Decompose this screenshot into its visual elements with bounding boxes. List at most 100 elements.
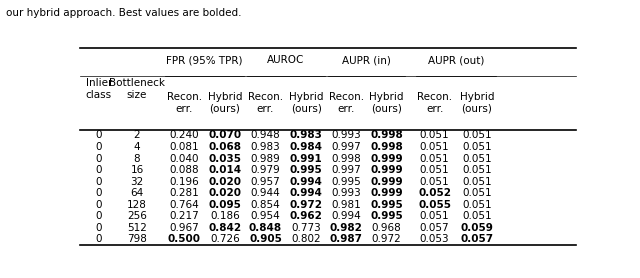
Text: 0.057: 0.057	[420, 223, 449, 233]
Text: 0.051: 0.051	[462, 188, 492, 198]
Text: 4: 4	[134, 142, 140, 152]
Text: 0.051: 0.051	[420, 165, 449, 175]
Text: 0.987: 0.987	[330, 235, 363, 244]
Text: 0.088: 0.088	[170, 165, 199, 175]
Text: 0.995: 0.995	[290, 165, 323, 175]
Text: 32: 32	[131, 177, 143, 187]
Text: 0.020: 0.020	[209, 177, 241, 187]
Text: 0: 0	[95, 188, 102, 198]
Text: 0.051: 0.051	[420, 211, 449, 221]
Text: FPR (95% TPR): FPR (95% TPR)	[166, 55, 243, 65]
Text: 0.051: 0.051	[462, 142, 492, 152]
Text: 0.773: 0.773	[291, 223, 321, 233]
Text: 0.051: 0.051	[462, 165, 492, 175]
Text: 0.993: 0.993	[332, 130, 361, 140]
Text: 0.995: 0.995	[370, 200, 403, 210]
Text: 0.998: 0.998	[370, 130, 403, 140]
Text: 0.998: 0.998	[332, 153, 361, 163]
Text: Bottleneck
size: Bottleneck size	[109, 78, 165, 100]
Text: 0.057: 0.057	[460, 235, 493, 244]
Text: 0: 0	[95, 235, 102, 244]
Text: 0.997: 0.997	[332, 142, 361, 152]
Text: 0.983: 0.983	[290, 130, 323, 140]
Text: 0.217: 0.217	[170, 211, 199, 221]
Text: 0.500: 0.500	[168, 235, 201, 244]
Text: 0.081: 0.081	[170, 142, 199, 152]
Text: 0.854: 0.854	[251, 200, 280, 210]
Text: 0: 0	[95, 142, 102, 152]
Text: 0.994: 0.994	[290, 177, 323, 187]
Text: 0.726: 0.726	[210, 235, 240, 244]
Text: 0.051: 0.051	[462, 211, 492, 221]
Text: 0: 0	[95, 153, 102, 163]
Text: 0.984: 0.984	[290, 142, 323, 152]
Text: 0.944: 0.944	[251, 188, 280, 198]
Text: 0.059: 0.059	[460, 223, 493, 233]
Text: 0.196: 0.196	[170, 177, 199, 187]
Text: 0: 0	[95, 200, 102, 210]
Text: 0.068: 0.068	[209, 142, 241, 152]
Text: 0: 0	[95, 130, 102, 140]
Text: 0.983: 0.983	[251, 142, 280, 152]
Text: 0.051: 0.051	[462, 153, 492, 163]
Text: 0.051: 0.051	[420, 130, 449, 140]
Text: 0.055: 0.055	[418, 200, 451, 210]
Text: 0.972: 0.972	[290, 200, 323, 210]
Text: 0.051: 0.051	[420, 142, 449, 152]
Text: 0.972: 0.972	[372, 235, 401, 244]
Text: 0.982: 0.982	[330, 223, 363, 233]
Text: 0.948: 0.948	[251, 130, 280, 140]
Text: 0.035: 0.035	[209, 153, 241, 163]
Text: 0.764: 0.764	[170, 200, 199, 210]
Text: 0.051: 0.051	[462, 130, 492, 140]
Text: 0.995: 0.995	[370, 211, 403, 221]
Text: AUPR (in): AUPR (in)	[342, 55, 391, 65]
Text: 64: 64	[131, 188, 143, 198]
Text: 0.991: 0.991	[290, 153, 323, 163]
Text: 0.989: 0.989	[251, 153, 280, 163]
Text: 0.967: 0.967	[170, 223, 199, 233]
Text: 0.051: 0.051	[462, 177, 492, 187]
Text: 0: 0	[95, 211, 102, 221]
Text: 0.848: 0.848	[249, 223, 282, 233]
Text: 0.802: 0.802	[291, 235, 321, 244]
Text: Recon.
err.: Recon. err.	[166, 92, 202, 114]
Text: Recon.
err.: Recon. err.	[417, 92, 452, 114]
Text: 0.995: 0.995	[332, 177, 361, 187]
Text: 0.842: 0.842	[208, 223, 241, 233]
Text: 0.981: 0.981	[332, 200, 361, 210]
Text: 0.962: 0.962	[290, 211, 323, 221]
Text: 0.051: 0.051	[420, 153, 449, 163]
Text: 0.994: 0.994	[332, 211, 361, 221]
Text: 0.020: 0.020	[209, 188, 241, 198]
Text: Hybrid
(ours): Hybrid (ours)	[207, 92, 242, 114]
Text: 0.040: 0.040	[170, 153, 199, 163]
Text: 0.186: 0.186	[210, 211, 240, 221]
Text: 0.999: 0.999	[370, 165, 403, 175]
Text: 0.905: 0.905	[249, 235, 282, 244]
Text: 0.993: 0.993	[332, 188, 361, 198]
Text: 512: 512	[127, 223, 147, 233]
Text: Inlier
class: Inlier class	[86, 78, 112, 100]
Text: Hybrid
(ours): Hybrid (ours)	[460, 92, 494, 114]
Text: 0.240: 0.240	[170, 130, 199, 140]
Text: 0.281: 0.281	[170, 188, 199, 198]
Text: 0.999: 0.999	[370, 177, 403, 187]
Text: 8: 8	[134, 153, 140, 163]
Text: AUPR (out): AUPR (out)	[428, 55, 484, 65]
Text: 0.052: 0.052	[418, 188, 451, 198]
Text: 0.957: 0.957	[251, 177, 280, 187]
Text: 0.979: 0.979	[251, 165, 280, 175]
Text: AUROC: AUROC	[267, 55, 305, 65]
Text: 0.014: 0.014	[208, 165, 241, 175]
Text: 0.997: 0.997	[332, 165, 361, 175]
Text: 256: 256	[127, 211, 147, 221]
Text: 0.968: 0.968	[372, 223, 401, 233]
Text: 0: 0	[95, 165, 102, 175]
Text: 0.053: 0.053	[420, 235, 449, 244]
Text: 0.999: 0.999	[370, 153, 403, 163]
Text: 0.998: 0.998	[370, 142, 403, 152]
Text: 2: 2	[134, 130, 140, 140]
Text: 128: 128	[127, 200, 147, 210]
Text: Hybrid
(ours): Hybrid (ours)	[289, 92, 323, 114]
